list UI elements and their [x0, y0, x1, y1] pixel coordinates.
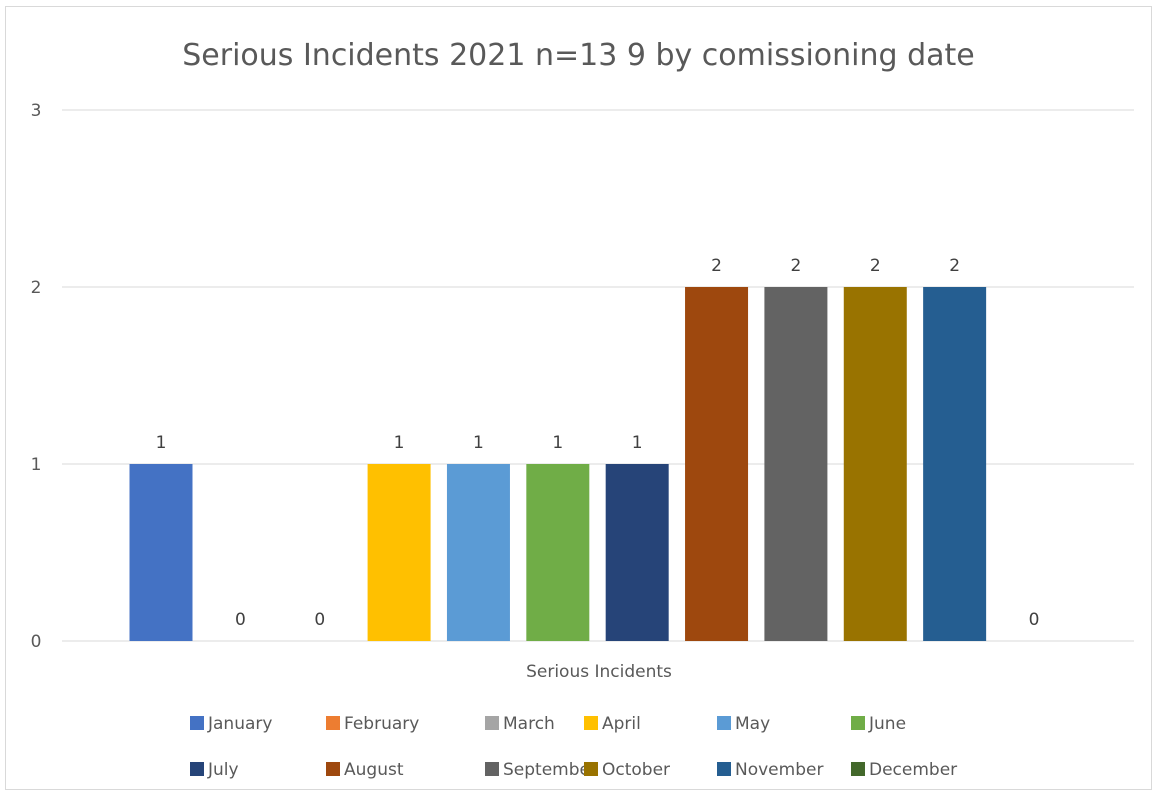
- legend-swatch-august: [326, 762, 340, 776]
- legend-label-april: April: [602, 714, 641, 734]
- data-label-april: 1: [394, 433, 405, 453]
- y-tick-label: 2: [31, 278, 42, 298]
- legend-label-march: March: [503, 714, 555, 734]
- bar-october: [843, 287, 907, 641]
- legend-swatch-october: [584, 762, 598, 776]
- y-tick-label: 3: [31, 101, 42, 121]
- legend-label-november: November: [735, 760, 823, 780]
- data-label-february: 0: [235, 610, 246, 630]
- legend-label-june: June: [868, 714, 906, 734]
- legend-label-october: October: [602, 760, 670, 780]
- legend-swatch-february: [326, 716, 340, 730]
- legend-label-february: February: [344, 714, 419, 734]
- legend-label-july: July: [207, 760, 239, 780]
- legend-label-may: May: [735, 714, 770, 734]
- bar-july: [605, 464, 669, 641]
- data-label-may: 1: [473, 433, 484, 453]
- x-axis-category-label: Serious Incidents: [526, 662, 672, 682]
- bar-april: [367, 464, 431, 641]
- chart-title: Serious Incidents 2021 n=13 9 by comissi…: [182, 38, 975, 73]
- legend-label-january: January: [207, 714, 272, 734]
- data-label-december: 0: [1029, 610, 1040, 630]
- legend-swatch-july: [190, 762, 204, 776]
- bar-january: [129, 464, 193, 641]
- legend-swatch-june: [851, 716, 865, 730]
- legend-swatch-january: [190, 716, 204, 730]
- data-label-august: 2: [711, 256, 722, 276]
- legend-label-december: December: [869, 760, 957, 780]
- bar-september: [764, 287, 828, 641]
- data-label-july: 1: [632, 433, 643, 453]
- data-label-september: 2: [790, 256, 801, 276]
- legend-swatch-april: [584, 716, 598, 730]
- data-label-march: 0: [314, 610, 325, 630]
- bar-june: [526, 464, 590, 641]
- y-tick-label: 0: [31, 632, 42, 652]
- data-label-november: 2: [949, 256, 960, 276]
- legend-swatch-december: [851, 762, 865, 776]
- data-label-june: 1: [552, 433, 563, 453]
- bar-november: [923, 287, 987, 641]
- data-label-january: 1: [156, 433, 167, 453]
- legend-swatch-september: [485, 762, 499, 776]
- bar-august: [685, 287, 749, 641]
- legend-swatch-november: [717, 762, 731, 776]
- legend-swatch-march: [485, 716, 499, 730]
- legend-label-september: September: [503, 760, 597, 780]
- y-tick-label: 1: [31, 455, 42, 475]
- bar-may: [446, 464, 510, 641]
- data-label-october: 2: [870, 256, 881, 276]
- legend-label-august: August: [344, 760, 404, 780]
- legend-swatch-may: [717, 716, 731, 730]
